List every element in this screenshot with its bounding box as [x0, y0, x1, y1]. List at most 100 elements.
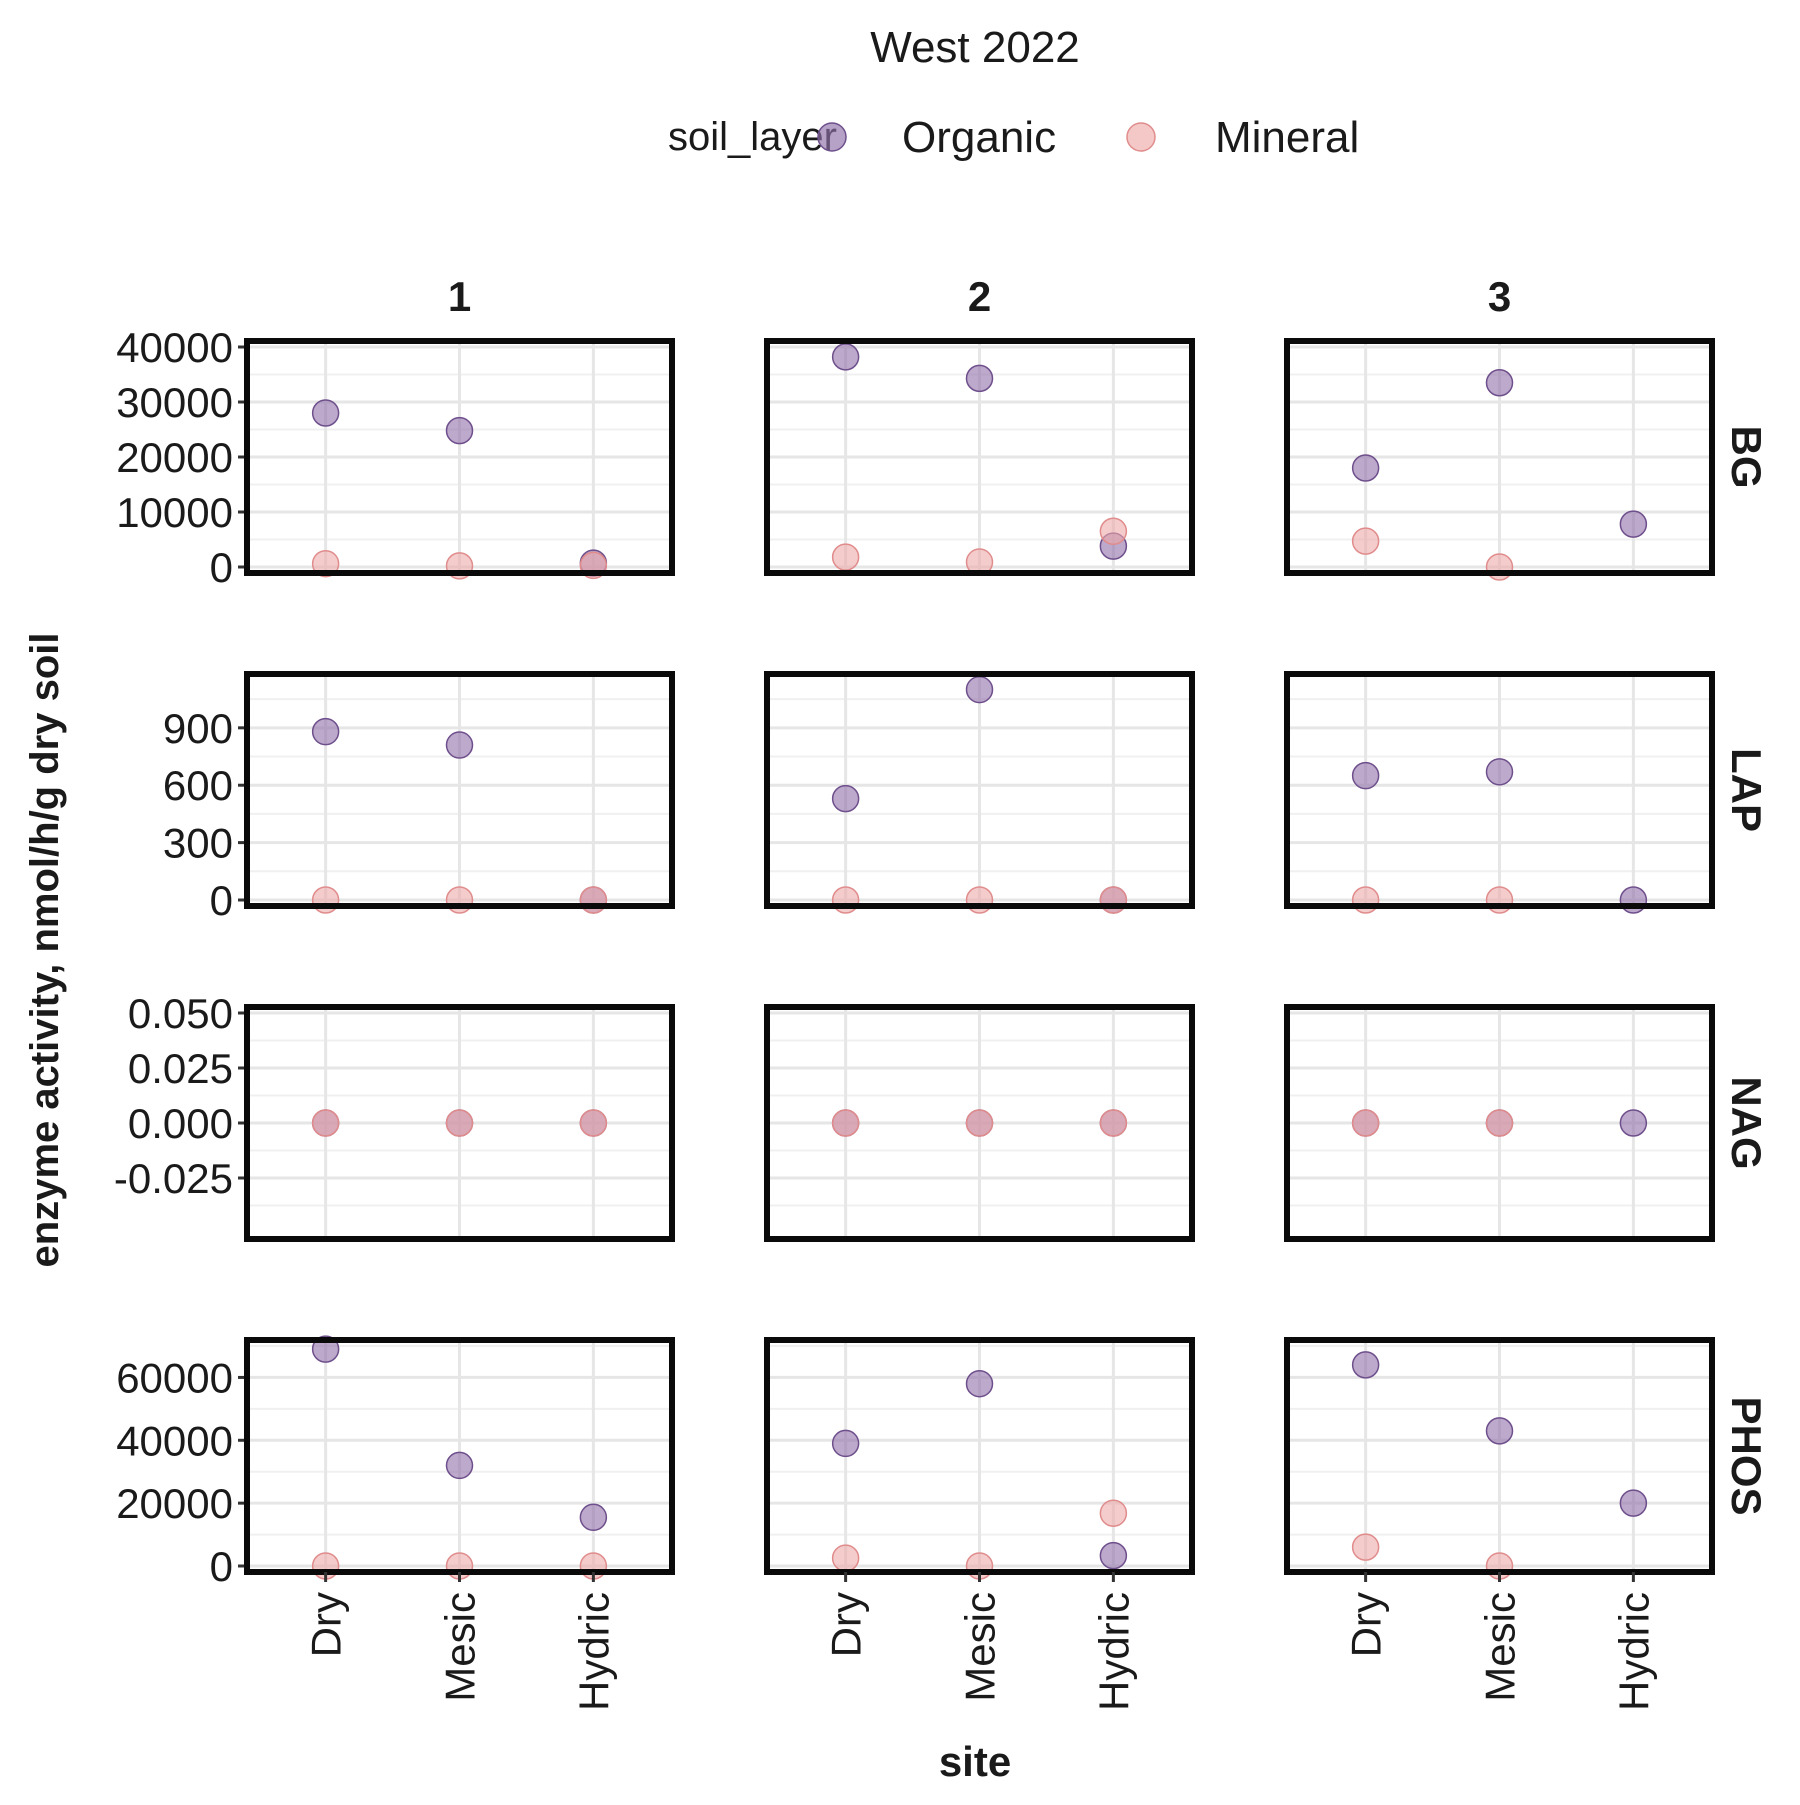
point-phos-3-dry-mineral: [1351, 1533, 1380, 1561]
panel-border: [244, 1004, 675, 1242]
legend-organic-label: Organic: [902, 113, 1056, 162]
legend-mineral-label: Mineral: [1215, 113, 1359, 162]
y-tick-label-lap: 900: [163, 705, 233, 752]
x-tick-label-dry: Dry: [303, 1592, 350, 1657]
x-tick-label-hydric: Hydric: [1090, 1592, 1137, 1711]
y-tick-label-phos: 20000: [116, 1480, 233, 1527]
y-tick-label-bg: 20000: [116, 434, 233, 481]
x-tick-label-hydric: Hydric: [1610, 1592, 1657, 1711]
panel-border: [1284, 338, 1715, 576]
x-tick-label-mesic: Mesic: [1477, 1592, 1524, 1702]
point-phos-2-hydric-organic: [1099, 1541, 1128, 1570]
point-bg-3-dry-organic: [1351, 454, 1380, 482]
y-tick-label-phos: 0: [210, 1543, 233, 1590]
x-tick-label-dry: Dry: [1343, 1592, 1390, 1657]
point-phos-2-dry-organic: [831, 1429, 860, 1458]
point-bg-1-dry-organic: [311, 399, 340, 427]
point-lap-2-dry-mineral: [831, 886, 860, 914]
panel-lap-2: [764, 671, 1195, 914]
y-axis-label: enzyme activity, nmol/h/g dry soil: [23, 633, 67, 1268]
legend-organic-marker: [817, 122, 847, 152]
point-lap-1-mesic-mineral: [445, 886, 474, 914]
panel-phos-3: [1284, 1337, 1715, 1580]
panel-nag-2: [764, 1004, 1195, 1242]
point-phos-3-hydric-organic: [1619, 1489, 1648, 1517]
point-phos-2-dry-mineral: [831, 1544, 860, 1572]
panel-bg-1: [244, 338, 675, 580]
point-lap-1-dry-mineral: [311, 886, 340, 914]
y-tick-label-lap: 600: [163, 762, 233, 809]
y-tick-label-nag: -0.025: [114, 1155, 233, 1202]
facet-column-label-3: 3: [1488, 273, 1511, 320]
panel-lap-1: [244, 671, 675, 914]
panel-border: [1284, 1004, 1715, 1242]
y-tick-label-bg: 30000: [116, 379, 233, 426]
facet-grid: 1 2 3 BG 0 10000 20000 30000 40000 LAP 0 300 600 900 N…: [114, 273, 1770, 1711]
legend-title: soil_layer: [668, 115, 837, 159]
point-lap-1-hydric-mineral: [579, 886, 608, 914]
point-bg-2-mesic-organic: [965, 364, 994, 393]
panel-border: [1284, 671, 1715, 909]
point-nag-2-mesic-mineral: [965, 1109, 994, 1137]
facet-row-label-phos: PHOS: [1723, 1396, 1770, 1515]
facet-column-label-2: 2: [968, 273, 991, 320]
point-bg-2-hydric-mineral: [1099, 517, 1128, 545]
point-bg-3-dry-mineral: [1351, 527, 1380, 555]
facet-column-label-1: 1: [448, 273, 471, 320]
point-lap-2-mesic-organic: [965, 675, 994, 704]
chart-title: West 2022: [870, 23, 1080, 72]
panel-nag-3: [1284, 1004, 1715, 1242]
panel-border: [244, 671, 675, 909]
facet-row-label-lap: LAP: [1723, 748, 1770, 832]
panel-border: [764, 338, 1195, 576]
y-tick-label-phos: 60000: [116, 1354, 233, 1401]
panel-nag-1: [244, 1004, 675, 1242]
y-tick-label-bg: 10000: [116, 489, 233, 536]
point-bg-2-dry-mineral: [831, 543, 860, 571]
x-axis-label: site: [939, 1738, 1011, 1785]
y-tick-label-nag: 0.025: [128, 1045, 233, 1092]
y-tick-label-nag: 0.000: [128, 1100, 233, 1147]
y-tick-label-bg: 0: [210, 544, 233, 591]
y-tick-label-lap: 0: [210, 877, 233, 924]
y-tick-label-lap: 300: [163, 820, 233, 867]
legend: soil_layer Organic Mineral: [668, 113, 1359, 162]
point-lap-2-hydric-mineral: [1099, 886, 1128, 914]
point-lap-3-hydric-organic: [1619, 886, 1648, 914]
point-nag-1-hydric-mineral: [579, 1109, 608, 1137]
panel-border: [764, 671, 1195, 909]
point-bg-3-mesic-mineral: [1485, 553, 1514, 581]
point-nag-2-dry-mineral: [831, 1109, 860, 1137]
facet-row-label-bg: BG: [1723, 426, 1770, 489]
legend-mineral-marker: [1126, 122, 1156, 152]
point-bg-3-mesic-organic: [1485, 369, 1514, 397]
point-bg-2-dry-organic: [831, 343, 860, 371]
point-phos-2-hydric-mineral: [1099, 1499, 1128, 1527]
point-nag-3-mesic-mineral: [1485, 1109, 1514, 1137]
y-tick-label-phos: 40000: [116, 1417, 233, 1464]
panel-border: [244, 338, 675, 576]
point-phos-3-mesic-organic: [1485, 1417, 1514, 1445]
point-nag-3-dry-mineral: [1351, 1109, 1380, 1137]
y-tick-label-bg: 40000: [116, 324, 233, 371]
point-lap-3-mesic-mineral: [1485, 886, 1514, 914]
point-nag-2-hydric-mineral: [1099, 1109, 1128, 1137]
point-lap-3-mesic-organic: [1485, 758, 1514, 786]
x-tick-label-mesic: Mesic: [957, 1592, 1004, 1702]
point-phos-1-mesic-organic: [445, 1451, 474, 1480]
point-phos-3-dry-organic: [1351, 1351, 1380, 1379]
point-lap-2-mesic-mineral: [965, 886, 994, 914]
point-lap-1-dry-organic: [311, 717, 340, 746]
point-phos-2-mesic-organic: [965, 1369, 994, 1398]
point-nag-3-hydric-organic: [1619, 1109, 1648, 1137]
panel-phos-1: [244, 1335, 675, 1580]
point-bg-3-hydric-organic: [1619, 510, 1648, 538]
point-lap-3-dry-mineral: [1351, 886, 1380, 914]
panel-phos-2: [764, 1337, 1195, 1580]
point-phos-1-hydric-organic: [579, 1503, 608, 1532]
facet-row-label-nag: NAG: [1723, 1076, 1770, 1169]
x-tick-label-hydric: Hydric: [570, 1592, 617, 1711]
point-nag-1-dry-mineral: [311, 1109, 340, 1137]
x-tick-label-mesic: Mesic: [437, 1592, 484, 1702]
